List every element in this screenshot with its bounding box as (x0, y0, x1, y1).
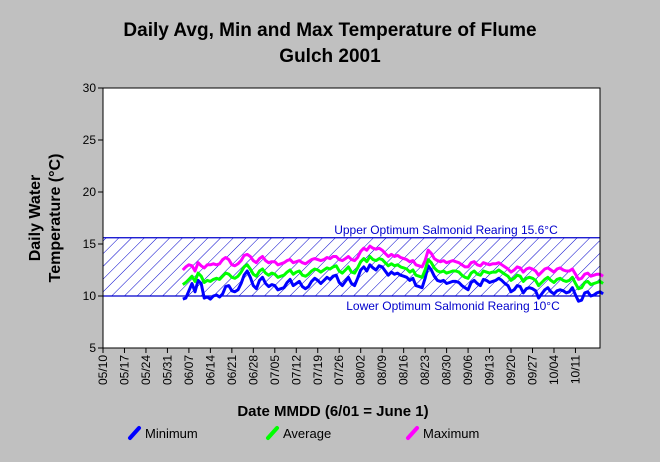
x-tick-label: 09/06 (461, 355, 475, 385)
legend-swatch-average (266, 426, 279, 440)
lower-optimum-label: Lower Optimum Salmonid Rearing 10°C (346, 299, 560, 313)
x-tick-label: 09/13 (483, 355, 497, 385)
legend-label-average: Average (283, 426, 331, 441)
x-tick-label: 05/10 (96, 355, 110, 385)
series-line-average (181, 255, 604, 291)
x-tick-label: 07/12 (289, 355, 303, 385)
x-tick-label: 08/30 (440, 355, 454, 385)
x-tick-label: 09/20 (504, 355, 518, 385)
x-tick-label: 07/05 (268, 355, 282, 385)
y-tick-label: 5 (89, 341, 96, 355)
series-line-minimum (182, 263, 604, 303)
x-tick-label: 05/17 (117, 355, 131, 385)
x-tick-label: 08/02 (354, 355, 368, 385)
y-tick-label: 15 (83, 237, 97, 251)
y-tick-label: 25 (83, 133, 97, 147)
chart-title-line-2: Gulch 2001 (279, 46, 381, 67)
legend-swatch-minimum (128, 426, 141, 440)
legend: Minimum Average Maximum (128, 426, 479, 441)
optimum-band-hatch (103, 237, 600, 296)
plot-frame (102, 87, 601, 349)
x-tick-label: 08/16 (397, 355, 411, 385)
y-tick-label: 10 (83, 289, 97, 303)
plot-background (103, 88, 600, 348)
x-tick-label: 05/24 (139, 355, 153, 385)
plot-area: Upper Optimum Salmonid Rearing 15.6°C Low… (83, 81, 604, 385)
legend-swatch-maximum (406, 426, 419, 440)
y-tick-label: 30 (83, 81, 97, 95)
legend-label-minimum: Minimum (145, 426, 198, 441)
x-axis-label: Date MMDD (6/01 = June 1) (237, 403, 428, 420)
upper-optimum-label: Upper Optimum Salmonid Rearing 15.6°C (334, 223, 558, 237)
x-tick-label: 06/07 (182, 355, 196, 385)
y-tick-label: 20 (83, 185, 97, 199)
x-tick-label: 06/21 (225, 355, 239, 385)
y-axis-label-line-2: Temperature (°C) (47, 154, 64, 283)
x-tick-label: 08/23 (418, 355, 432, 385)
chart-title-line-1: Daily Avg, Min and Max Temperature of Fl… (123, 20, 536, 41)
x-tick-label: 06/14 (203, 355, 217, 385)
x-tick-label: 07/26 (332, 355, 346, 385)
x-tick-label: 06/28 (246, 355, 260, 385)
series-line-maximum (181, 244, 604, 281)
y-axis-label-line-1: Daily Water (27, 175, 44, 262)
x-tick-label: 10/11 (568, 355, 582, 384)
x-tick-label: 08/09 (375, 355, 389, 385)
x-tick-label: 05/31 (160, 355, 174, 385)
legend-label-maximum: Maximum (423, 426, 479, 441)
x-tick-label: 10/04 (547, 355, 561, 385)
x-tick-label: 07/19 (311, 355, 325, 385)
x-tick-label: 09/27 (526, 355, 540, 385)
